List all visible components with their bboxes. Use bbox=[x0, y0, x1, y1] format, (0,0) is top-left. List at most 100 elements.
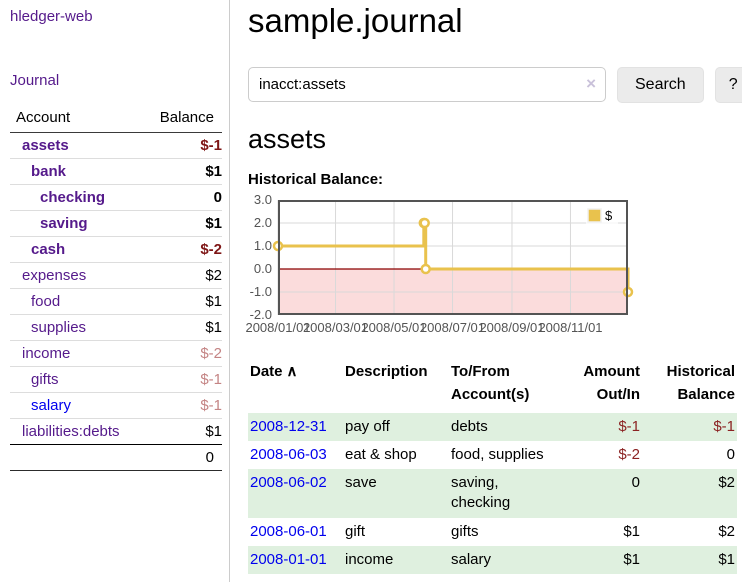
account-link[interactable]: saving bbox=[40, 215, 88, 232]
svg-text:0.0: 0.0 bbox=[254, 261, 272, 276]
account-column-header: Account bbox=[10, 105, 141, 133]
account-balance: $1 bbox=[140, 210, 222, 237]
transaction-accounts: salary bbox=[451, 550, 492, 568]
svg-text:-2.0: -2.0 bbox=[250, 307, 272, 322]
account-name-cell: gifts bbox=[10, 366, 141, 393]
data-point-marker bbox=[420, 263, 431, 275]
account-name-cell: saving bbox=[10, 210, 141, 237]
transaction-amount: 0 bbox=[631, 474, 640, 491]
account-name-cell: expenses bbox=[10, 262, 141, 289]
search-input[interactable] bbox=[248, 67, 606, 102]
account-name-cell: cash bbox=[10, 236, 141, 263]
transaction-date-link[interactable]: 2008-06-03 bbox=[250, 445, 327, 463]
account-link[interactable]: salary bbox=[31, 397, 72, 414]
account-name-cell: income bbox=[10, 340, 141, 367]
accounts-header-row: Account Balance bbox=[10, 105, 222, 133]
transaction-amount: $1 bbox=[623, 522, 640, 540]
account-row: expenses $2 bbox=[10, 262, 222, 289]
transaction-amount: $1 bbox=[623, 550, 640, 568]
balance-column-header: Balance bbox=[140, 105, 222, 133]
svg-text:-1.0: -1.0 bbox=[250, 284, 272, 299]
chart-title: Historical Balance: bbox=[248, 171, 384, 188]
register-date-cell: 2008-06-01 bbox=[248, 518, 345, 546]
transaction-balance: 0 bbox=[726, 445, 735, 463]
register-date-cell: 2008-06-02 bbox=[248, 469, 345, 518]
register-date-cell: 2008-12-31 bbox=[248, 413, 345, 441]
sidebar: hledger-web Journal Account Balance asse… bbox=[0, 0, 230, 582]
transaction-balance: $2 bbox=[718, 474, 735, 491]
transaction-balance: $1 bbox=[718, 550, 735, 568]
transaction-description: save bbox=[345, 474, 377, 491]
legend-swatch bbox=[587, 208, 602, 223]
accounts-total-value: 0 bbox=[140, 444, 222, 471]
account-link[interactable]: expenses bbox=[22, 267, 87, 284]
register-column-header[interactable]: Date ∧ bbox=[248, 357, 345, 413]
transaction-date-link[interactable]: 2008-12-31 bbox=[250, 417, 327, 435]
transaction-date-link[interactable]: 2008-06-01 bbox=[250, 522, 327, 540]
account-link[interactable]: supplies bbox=[31, 319, 87, 336]
account-link[interactable]: cash bbox=[31, 241, 66, 258]
account-name-cell: bank bbox=[10, 158, 141, 185]
account-link[interactable]: food bbox=[31, 293, 61, 310]
account-title: assets bbox=[248, 124, 327, 154]
accounts-table: Account Balance assets $-1 bank $1 checking 0… bbox=[10, 105, 222, 471]
accounts-total-spacer bbox=[10, 444, 141, 471]
account-row: assets $-1 bbox=[10, 133, 222, 159]
account-link[interactable]: gifts bbox=[31, 371, 59, 388]
account-balance: $-1 bbox=[140, 392, 222, 419]
account-link[interactable]: income bbox=[22, 345, 71, 362]
register-row: 2008-06-01 gift gifts $1 $2 bbox=[248, 518, 737, 546]
account-balance: $-2 bbox=[140, 340, 222, 367]
account-row: checking 0 bbox=[10, 184, 222, 211]
legend-label: $ bbox=[605, 208, 613, 223]
plot-border bbox=[278, 200, 628, 315]
data-point-marker bbox=[419, 217, 430, 229]
account-balance: $-1 bbox=[200, 137, 222, 154]
help-button[interactable]: ? bbox=[714, 67, 742, 103]
historical-balance-chart[interactable]: $3.0 2.0 1.0 0.0 -1.0 -2.0 2008/01/01 2008/03/0… bbox=[245, 192, 634, 339]
register-column-header[interactable]: Historical Balance bbox=[642, 357, 737, 413]
account-link[interactable]: assets bbox=[22, 137, 69, 154]
svg-text:2008/03/01: 2008/03/01 bbox=[303, 320, 368, 335]
register-column-header[interactable]: Amount Out/In bbox=[563, 357, 642, 413]
transaction-date-link[interactable]: 2008-06-02 bbox=[250, 474, 327, 491]
transaction-accounts: gifts bbox=[451, 522, 479, 540]
account-row: gifts $-1 bbox=[10, 366, 222, 393]
account-link[interactable]: liabilities:debts bbox=[22, 423, 120, 440]
account-name-cell: assets bbox=[10, 133, 141, 159]
account-row: food $1 bbox=[10, 288, 222, 315]
account-link[interactable]: checking bbox=[40, 189, 106, 206]
transaction-amount: $-2 bbox=[618, 445, 640, 463]
account-balance: $1 bbox=[140, 314, 222, 341]
sort-ascending-icon: ∧ bbox=[286, 363, 298, 380]
svg-text:2008/09/01: 2008/09/01 bbox=[479, 320, 544, 335]
clear-search-icon[interactable]: × bbox=[586, 74, 596, 93]
register-column-label: Date bbox=[250, 363, 283, 380]
account-name-cell: supplies bbox=[10, 314, 141, 341]
account-balance: $2 bbox=[140, 262, 222, 289]
transaction-date-link[interactable]: 2008-01-01 bbox=[250, 550, 327, 568]
main-content: sample.journal × Search ? assets Histori… bbox=[230, 0, 742, 582]
chart-legend: $ bbox=[586, 205, 618, 227]
register-row: 2008-12-31 pay off debts $-1 $-1 bbox=[248, 412, 737, 441]
account-name-cell: checking bbox=[10, 184, 141, 211]
register-row: 2008-01-01 income salary $1 $1 bbox=[248, 545, 737, 574]
transaction-accounts: saving, checking bbox=[451, 474, 511, 512]
svg-text:2008/07/01: 2008/07/01 bbox=[420, 320, 485, 335]
brand-link[interactable]: hledger-web bbox=[10, 8, 93, 25]
svg-text:1.0: 1.0 bbox=[254, 238, 272, 253]
account-link[interactable]: bank bbox=[31, 163, 67, 180]
transaction-accounts: debts bbox=[451, 417, 488, 435]
register-column-header[interactable]: Description bbox=[345, 357, 451, 413]
transaction-description: gift bbox=[345, 522, 366, 540]
account-row: cash $-2 bbox=[10, 236, 222, 263]
search-button[interactable]: Search bbox=[617, 67, 704, 103]
journal-link[interactable]: Journal bbox=[10, 72, 60, 89]
register-row: 2008-06-02 save saving, checking 0 $2 bbox=[248, 469, 737, 518]
register-column-header[interactable]: To/From Account(s) bbox=[451, 357, 563, 413]
svg-text:2008/05/01: 2008/05/01 bbox=[361, 320, 426, 335]
transaction-description: eat & shop bbox=[345, 445, 417, 463]
transaction-balance: $-1 bbox=[713, 417, 735, 435]
register-column-label: To/From Account(s) bbox=[451, 363, 530, 404]
